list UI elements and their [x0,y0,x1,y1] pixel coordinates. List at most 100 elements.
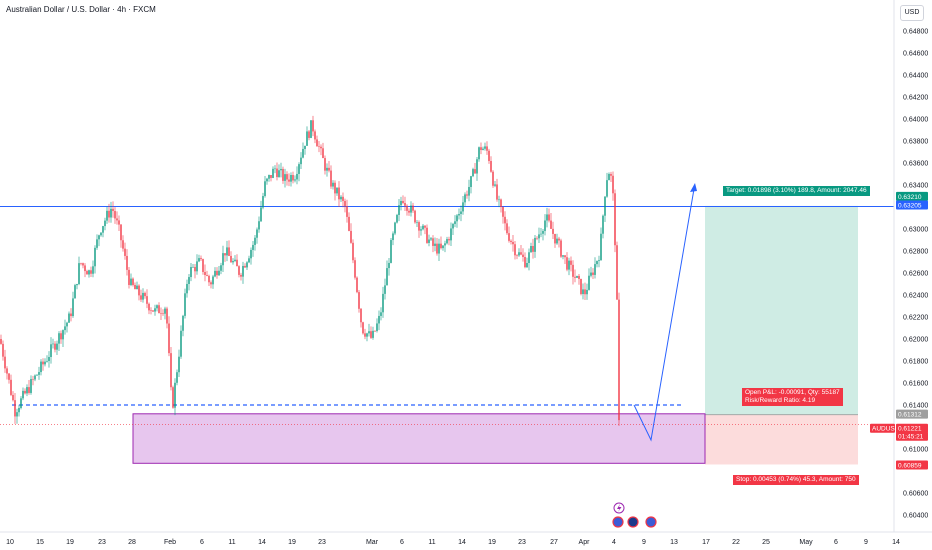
au-flag-icon[interactable] [627,516,639,528]
candle [450,228,452,241]
candle [570,260,572,265]
candle [268,175,270,179]
candle [148,303,150,311]
candle [504,216,506,224]
stop-price-bg [896,460,928,470]
candle [326,167,328,171]
candle [332,182,334,187]
candle [110,208,112,218]
candle [78,263,80,285]
time-tick-15: 19 [488,539,496,546]
us-flag-icon-2[interactable] [645,516,657,528]
us-flag-icon[interactable] [612,516,624,528]
candle [240,274,242,277]
time-tick-7: 11 [228,539,235,546]
candle [306,131,308,146]
candle [420,229,422,231]
candle [124,248,126,256]
price-tick-3: 0.64200 [903,95,928,102]
candle [106,210,108,221]
candle [20,398,22,409]
projection-path[interactable] [633,188,695,442]
candle [136,285,138,290]
candle [296,173,298,180]
price-tick-11: 0.62400 [903,293,928,300]
candle [520,252,522,255]
candle [372,330,374,338]
candle [428,239,430,243]
candle [182,315,184,331]
candle [460,211,462,214]
candle [402,200,404,203]
candle [422,225,424,230]
candle [542,230,544,234]
candle [430,238,432,240]
candle [532,245,534,252]
candle [522,254,524,258]
candle [554,233,556,244]
time-tick-6: 6 [200,539,204,546]
price-axis[interactable]: 0.64800 0.64600 0.64400 0.64200 0.64000 0.638… [903,29,928,520]
candle [238,266,240,275]
candle [592,272,594,275]
candle [346,206,348,217]
countdown: 01:45:21 [898,434,924,441]
candle [62,330,64,340]
candle [456,215,458,222]
time-tick-11: Mar [366,539,379,546]
candle [84,265,86,272]
candle [590,272,592,276]
candle [546,214,548,221]
candle [50,344,52,357]
candle [14,400,16,417]
candle [578,275,580,279]
candle [16,412,18,417]
candle [70,313,72,317]
time-tick-2: 19 [66,539,74,546]
candle [548,214,550,221]
candle [186,283,188,294]
candle [60,333,62,340]
target-zone [705,205,858,415]
event-icons[interactable] [612,502,657,528]
candle [158,305,160,314]
candle [506,223,508,234]
candle [10,379,12,395]
time-tick-12: 6 [400,539,404,546]
candle [68,313,70,323]
candle [480,147,482,150]
candle [26,387,28,394]
candle [242,265,244,277]
candle [108,210,110,218]
candle [44,361,46,365]
candle [484,146,486,149]
target-price-bg [896,191,928,201]
currency-button[interactable]: USD [900,5,924,21]
candle [6,368,8,374]
time-tick-16: 23 [518,539,526,546]
candle [464,194,466,203]
chart-title: Australian Dollar / U.S. Dollar · 4h · F… [6,5,156,14]
stop-price: 0.60859 [898,463,922,470]
candle [602,215,604,234]
open-pl-label: Open P&L: -0.00091, Qty: 55187 Risk/Rewa… [742,388,843,406]
candle [352,242,354,261]
time-axis[interactable]: 10 15 19 23 28 Feb 6 11 14 19 23 Mar 6 11 14 19 23 27 Apr 4… [6,539,900,546]
candle [120,224,122,241]
candle [230,255,232,263]
stop-label: Stop: 0.00453 (0.74%) 45.3, Amount: 750 [733,475,859,485]
candle [398,205,400,215]
candle [32,379,34,380]
candle [378,315,380,324]
candle [286,174,288,180]
demand-zone[interactable] [132,413,706,464]
candle [8,373,10,380]
time-tick-21: 13 [670,539,678,546]
candle [562,255,564,257]
candle [130,278,132,285]
projection-arrowhead [690,183,697,192]
candle [442,245,444,249]
candle [614,193,616,246]
